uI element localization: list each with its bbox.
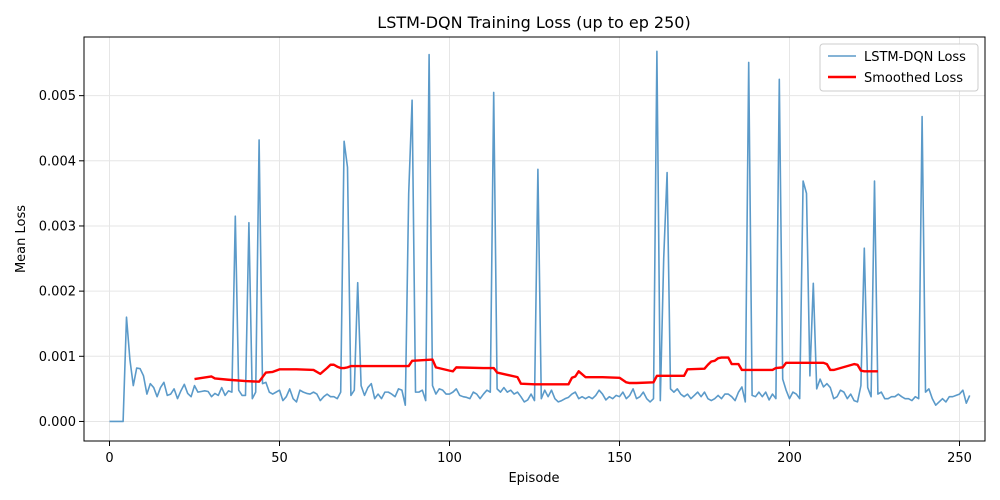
y-tick-label: 0.003 bbox=[39, 219, 76, 234]
y-tick-label: 0.005 bbox=[39, 89, 76, 104]
legend-box bbox=[819, 43, 979, 92]
x-tick-label: 200 bbox=[777, 451, 802, 466]
x-tick-label: 250 bbox=[947, 451, 972, 466]
series-line-raw-loss bbox=[109, 50, 971, 423]
y-tick-label: 0.001 bbox=[39, 350, 76, 365]
legend: LSTM-DQN Loss Smoothed Loss bbox=[819, 43, 979, 92]
legend-label-smoothed-loss: Smoothed Loss bbox=[864, 71, 963, 86]
x-tick-label: 100 bbox=[437, 451, 462, 466]
x-tick-label: 150 bbox=[607, 451, 632, 466]
chart-title: LSTM-DQN Training Loss (up to ep 250) bbox=[377, 13, 690, 32]
x-tick-label: 0 bbox=[105, 451, 113, 466]
x-tick-label: 50 bbox=[271, 451, 288, 466]
x-axis-title: Episode bbox=[508, 471, 559, 486]
series-layer bbox=[109, 50, 971, 423]
y-axis-title: Mean Loss bbox=[14, 205, 29, 273]
y-tick-label: 0.000 bbox=[39, 415, 76, 430]
legend-label-raw-loss: LSTM-DQN Loss bbox=[864, 50, 966, 65]
series-line-smoothed-loss bbox=[194, 356, 878, 386]
plot-frame bbox=[83, 36, 986, 442]
y-tick-label: 0.004 bbox=[39, 154, 76, 169]
y-axis-ticks: 0.000 0.001 0.002 0.003 0.004 0.005 bbox=[39, 89, 84, 430]
x-axis-ticks: 0 50 100 150 200 250 bbox=[105, 441, 972, 466]
y-tick-label: 0.002 bbox=[39, 285, 76, 300]
